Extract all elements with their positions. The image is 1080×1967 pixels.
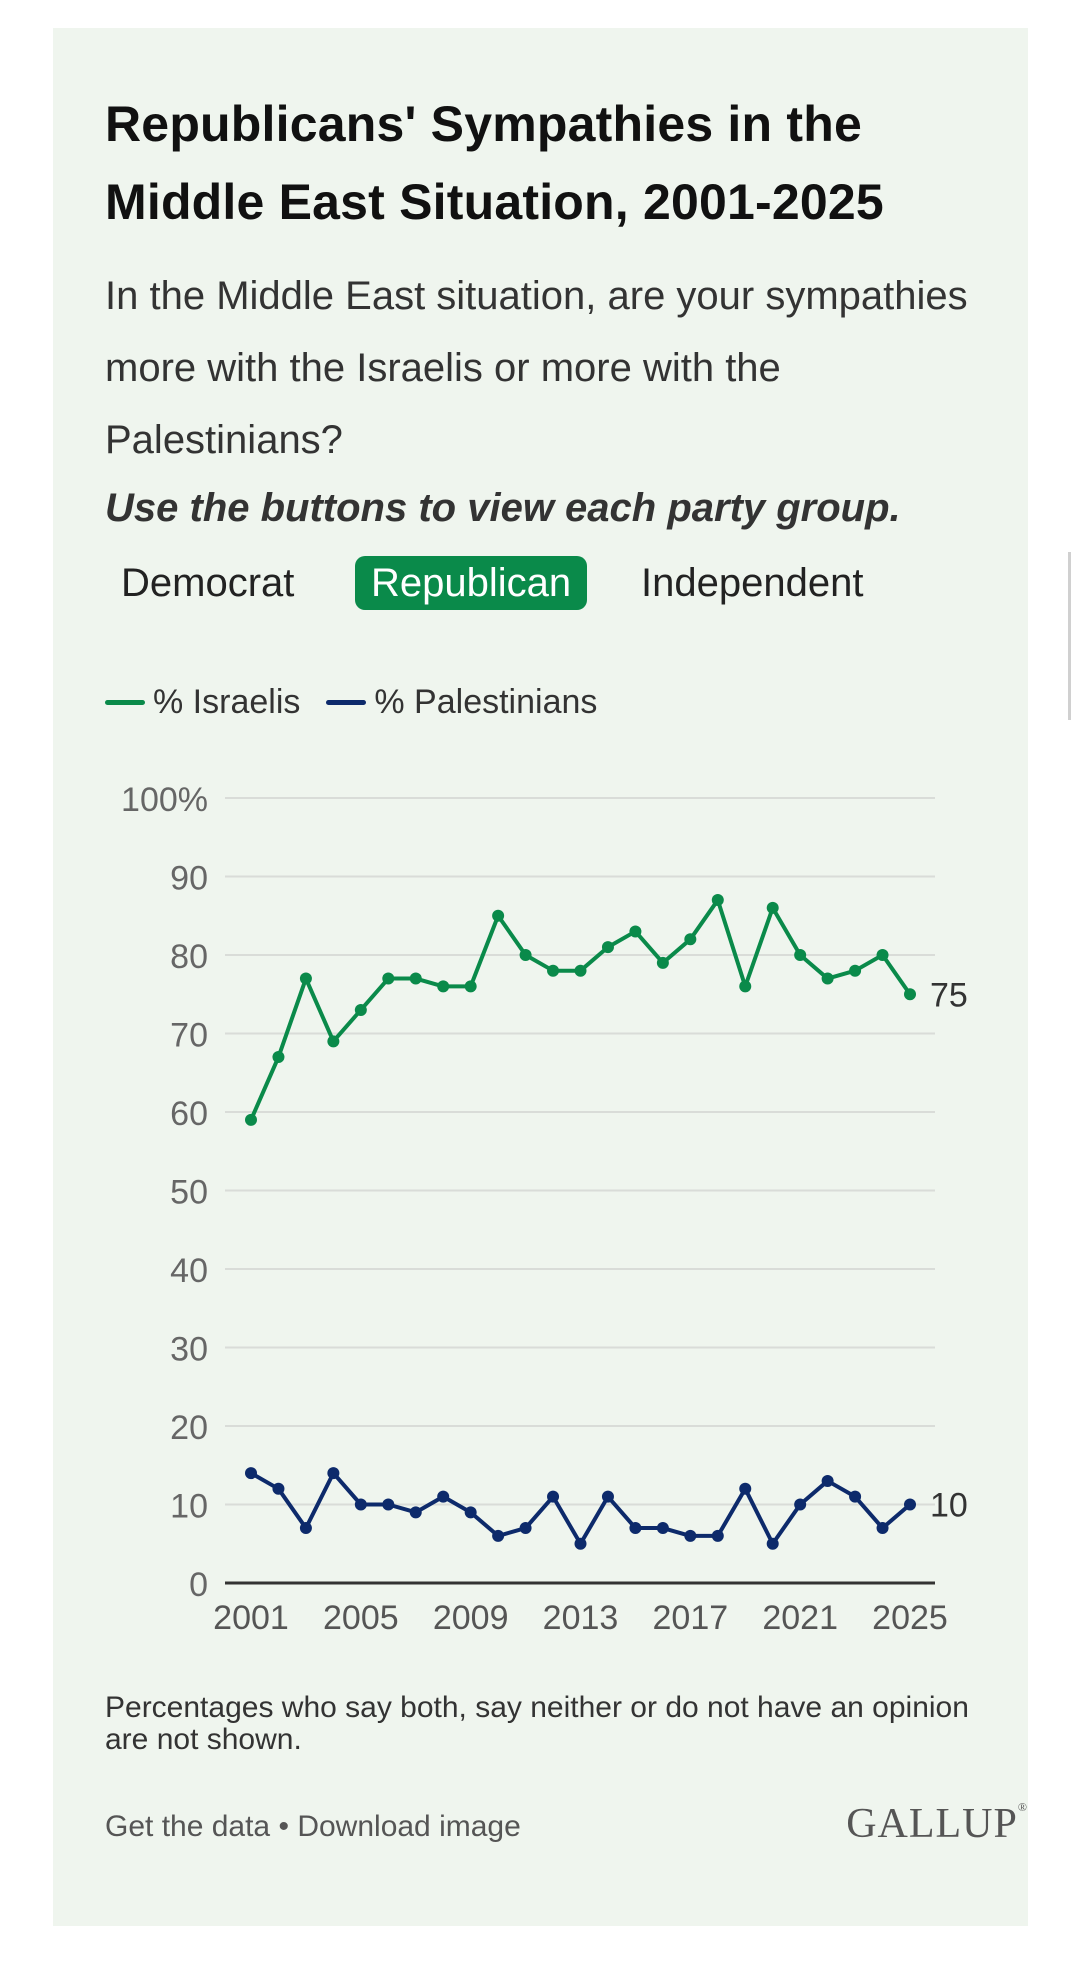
y-tick-label: 20 (170, 1409, 208, 1447)
legend-label-israelis: % Israelis (153, 682, 301, 721)
data-point-palestinians (656, 1522, 669, 1535)
data-point-israelis (437, 980, 450, 993)
data-point-israelis (684, 933, 697, 946)
data-point-palestinians (492, 1529, 505, 1542)
data-point-palestinians (821, 1474, 834, 1487)
data-point-israelis (794, 949, 807, 961)
footnote: Percentages who say both, say neither or… (105, 1691, 969, 1756)
y-tick-label: 70 (170, 1017, 208, 1055)
y-tick-label: 80 (170, 938, 208, 976)
legend-item-palestinians: % Palestinians (326, 683, 597, 722)
end-label-palestinians: 10 (930, 1487, 968, 1525)
download-image-link[interactable]: Download image (297, 1810, 521, 1843)
footer-links: Get the data • Download image (105, 1810, 521, 1844)
data-point-israelis (766, 901, 779, 914)
y-tick-label: 60 (170, 1095, 208, 1133)
x-tick-label: 2009 (433, 1599, 509, 1637)
x-tick-label: 2025 (872, 1599, 948, 1637)
x-tick-label: 2013 (543, 1599, 619, 1637)
democrat-button[interactable]: Democrat (121, 561, 295, 605)
data-point-palestinians (684, 1529, 697, 1542)
y-tick-label: 100% (121, 781, 208, 819)
data-point-palestinians (876, 1522, 889, 1535)
legend-swatch-israelis (105, 699, 145, 705)
series-line-palestinians (250, 1471, 912, 1546)
data-point-palestinians (245, 1467, 257, 1480)
get-data-link[interactable]: Get the data (105, 1810, 271, 1843)
legend-swatch-palestinians (326, 699, 367, 705)
data-point-israelis (382, 972, 395, 985)
data-point-palestinians (464, 1506, 477, 1519)
legend-item-israelis: % Israelis (105, 683, 300, 722)
independent-button[interactable]: Independent (641, 561, 864, 605)
x-tick-label: 2001 (213, 1599, 289, 1637)
data-point-palestinians (766, 1537, 779, 1550)
data-point-israelis (519, 949, 532, 961)
gallup-logo-text: GALLUP (846, 1801, 1018, 1847)
data-point-palestinians (272, 1482, 285, 1495)
data-point-israelis (354, 1003, 367, 1016)
y-tick-label: 90 (170, 860, 208, 898)
chart-subtitle: In the Middle East situation, are your s… (105, 274, 968, 462)
data-point-palestinians (574, 1537, 587, 1550)
data-point-palestinians (519, 1522, 532, 1535)
series-line-israelis (249, 898, 912, 1121)
data-point-israelis (629, 925, 642, 938)
data-point-israelis (272, 1051, 285, 1064)
data-point-palestinians (739, 1482, 752, 1495)
data-point-israelis (711, 894, 724, 907)
data-point-israelis (739, 980, 752, 993)
data-point-israelis (849, 964, 862, 977)
data-point-israelis (601, 941, 614, 954)
data-point-israelis (547, 964, 560, 977)
gallup-logo: GALLUP® (846, 1800, 1028, 1847)
data-point-palestinians (437, 1490, 450, 1503)
data-point-israelis (327, 1035, 340, 1048)
data-point-palestinians (354, 1498, 367, 1511)
chart-legend: % Israelis % Palestinians (105, 678, 623, 726)
y-tick-label: 30 (170, 1331, 208, 1369)
y-tick-label: 40 (170, 1252, 208, 1290)
data-point-israelis (464, 980, 477, 993)
data-point-israelis (876, 949, 889, 961)
republican-button[interactable]: Republican (355, 556, 588, 610)
end-label-israelis: 75 (930, 976, 968, 1014)
data-point-israelis (656, 956, 669, 969)
data-point-israelis (245, 1113, 257, 1126)
data-point-palestinians (849, 1490, 862, 1503)
data-point-palestinians (409, 1506, 422, 1519)
data-point-israelis (821, 972, 834, 985)
legend-label-palestinians: % Palestinians (374, 682, 598, 721)
data-point-palestinians (711, 1529, 724, 1542)
data-point-palestinians (327, 1467, 340, 1480)
y-tick-label: 50 (170, 1174, 208, 1212)
scrollbar[interactable] (1068, 552, 1071, 720)
data-point-palestinians (299, 1522, 312, 1535)
x-tick-label: 2017 (653, 1599, 729, 1637)
instruction-text: Use the buttons to view each party group… (105, 486, 901, 530)
y-tick-label: 0 (189, 1566, 208, 1604)
data-point-palestinians (601, 1490, 614, 1503)
data-point-israelis (409, 972, 422, 985)
data-point-palestinians (794, 1498, 807, 1511)
data-point-palestinians (629, 1522, 642, 1535)
chart-title: Republicans' Sympathies in the Middle Ea… (105, 96, 884, 230)
x-tick-label: 2021 (762, 1599, 838, 1637)
chart-card (53, 28, 1028, 1926)
data-point-palestinians (382, 1498, 395, 1511)
y-tick-label: 10 (170, 1488, 208, 1526)
data-point-israelis (574, 964, 587, 977)
data-point-israelis (299, 972, 312, 985)
data-point-israelis (904, 988, 916, 1001)
link-separator: • (278, 1810, 289, 1843)
data-point-palestinians (547, 1490, 560, 1503)
data-point-israelis (492, 909, 505, 922)
x-tick-label: 2005 (323, 1599, 399, 1637)
data-point-palestinians (904, 1498, 916, 1511)
